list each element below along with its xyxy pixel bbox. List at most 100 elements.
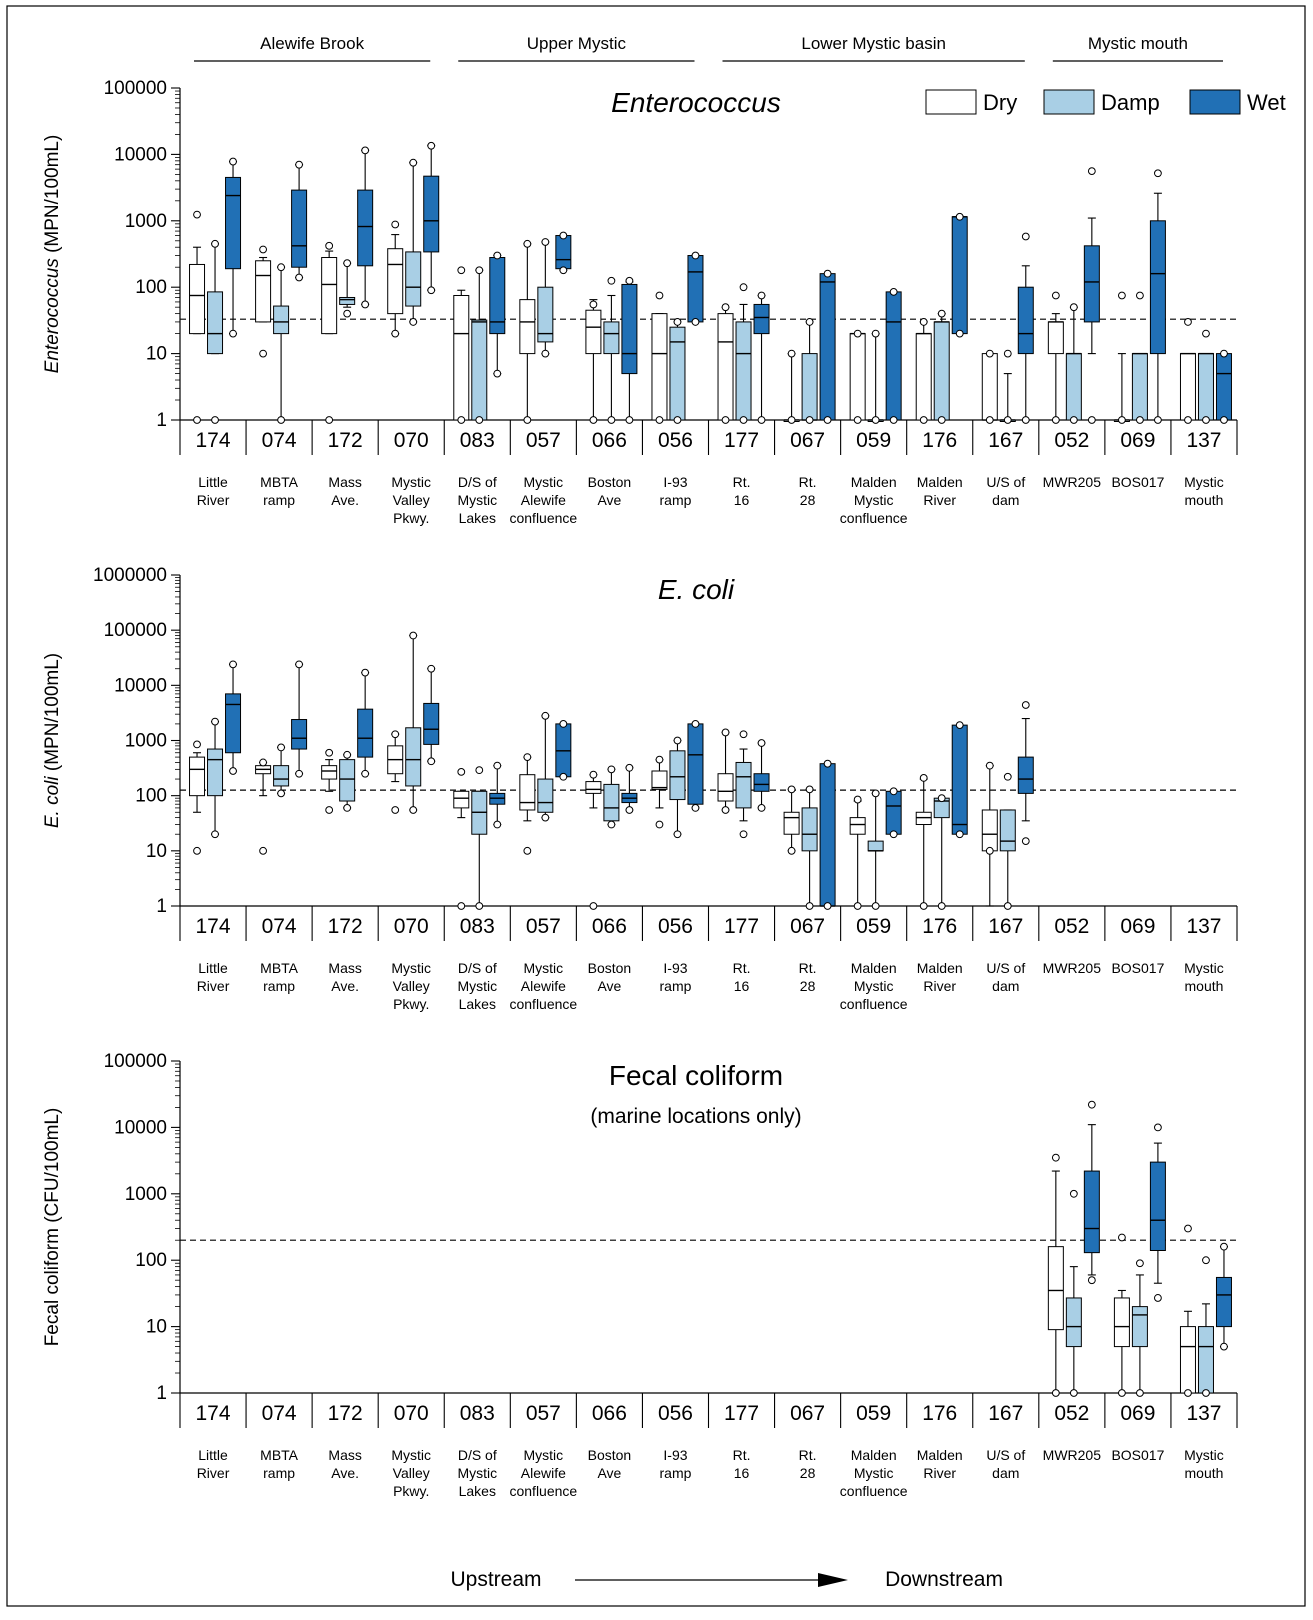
box-wet (687, 251, 704, 326)
y-tick-label: 1000 (125, 211, 167, 232)
outlier-point (691, 719, 700, 728)
box-dry (1113, 1233, 1130, 1397)
outlier-point (229, 329, 237, 338)
site-name-label: Mass (328, 960, 361, 976)
site-name-label: Lakes (459, 996, 496, 1012)
box (801, 807, 818, 852)
outlier-point (673, 318, 682, 326)
box (735, 761, 752, 809)
box-wet (1149, 1123, 1166, 1302)
outlier-point (559, 231, 568, 240)
box-wet (1017, 701, 1034, 846)
outlier-point (589, 902, 598, 910)
box-wet (1215, 1242, 1232, 1351)
site-code-label: 174 (196, 915, 231, 938)
outlier-point (361, 769, 370, 778)
site-name-label: BOS017 (1111, 474, 1164, 490)
outlier-point (211, 239, 219, 248)
outlier-point (1021, 416, 1030, 424)
outlier-point (343, 750, 352, 759)
box (1065, 1297, 1082, 1348)
outlier-point (559, 772, 568, 781)
outlier-point (229, 157, 237, 166)
chart-panel-0: 1 10 100 1000 10000 100000 174 Little River 074 MB… (42, 78, 1238, 526)
box (885, 291, 902, 421)
outlier-point (1069, 303, 1078, 312)
outlier-point (1202, 1256, 1210, 1265)
site-name-label: River (923, 1465, 956, 1481)
box (207, 748, 224, 797)
outlier-point (937, 309, 946, 318)
box (291, 189, 308, 268)
box (651, 313, 668, 421)
box (849, 333, 866, 421)
box-dry (519, 239, 536, 424)
outlier-point (655, 291, 664, 300)
box-damp (1131, 291, 1148, 424)
y-axis-label: E. coli (MPN/100mL) (42, 653, 63, 828)
outlier-point (493, 369, 502, 378)
outlier-point (787, 846, 796, 855)
site-name-label: Malden (851, 474, 897, 490)
box (405, 251, 422, 307)
outlier-point (295, 273, 303, 282)
outlier-point (343, 804, 352, 812)
outlier-point (1220, 1342, 1228, 1351)
outlier-point (871, 329, 880, 338)
site-name-label: River (923, 978, 956, 994)
box (339, 296, 356, 305)
outlier-point (391, 220, 400, 229)
site-name-label: Mystic (854, 1465, 894, 1481)
site-name-label: ramp (660, 1465, 692, 1481)
outlier-point (721, 416, 730, 424)
box-dry (321, 748, 338, 814)
site-name-label: ramp (263, 492, 295, 508)
box (885, 790, 902, 835)
outlier-point (295, 160, 303, 169)
site-name-label: dam (992, 1465, 1019, 1481)
chart-panel-2: 1 10 100 1000 10000 100000 174 Little River 074 MB… (42, 1051, 1238, 1499)
box-dry (717, 303, 734, 424)
site-name-label: Mystic (524, 1447, 564, 1463)
outlier-point (193, 846, 201, 855)
outlier-point (655, 820, 664, 829)
site-code-label: 067 (790, 915, 825, 938)
site-name-label: Boston (588, 1447, 632, 1463)
box (423, 175, 440, 253)
site-name-label: confluence (840, 996, 908, 1012)
outlier-point (427, 664, 436, 673)
outlier-point (1154, 169, 1162, 178)
site-name-label: 16 (734, 492, 750, 508)
y-tick-label: 10000 (114, 1117, 167, 1138)
site-code-label: 059 (856, 429, 891, 452)
outlier-point (823, 269, 832, 278)
site-code-label: 083 (460, 429, 495, 452)
box-wet (489, 761, 506, 829)
site-code-label: 067 (790, 1402, 825, 1425)
site-name-label: Rt. (733, 1447, 751, 1463)
outlier-point (541, 349, 550, 358)
box (273, 305, 290, 335)
box-wet (489, 251, 506, 378)
site-name-label: River (197, 978, 230, 994)
legend-label: Wet (1247, 90, 1286, 115)
site-name-label: Ave. (331, 978, 359, 994)
site-code-label: 069 (1120, 1402, 1155, 1425)
box-dry (783, 349, 800, 424)
outlier-point (361, 300, 370, 309)
site-name-label: Mystic (524, 474, 564, 490)
outlier-point (343, 259, 352, 268)
box-damp (339, 259, 356, 318)
box (1047, 1246, 1064, 1331)
site-code-label: 059 (856, 915, 891, 938)
site-name-label: Mystic (854, 492, 894, 508)
site-code-label: 074 (262, 915, 297, 938)
box-dry (585, 770, 602, 910)
box-dry (981, 349, 998, 424)
outlier-point (889, 830, 898, 839)
outlier-point (607, 820, 616, 829)
outlier-point (1003, 902, 1012, 910)
box-wet (621, 763, 638, 814)
box (915, 333, 932, 421)
